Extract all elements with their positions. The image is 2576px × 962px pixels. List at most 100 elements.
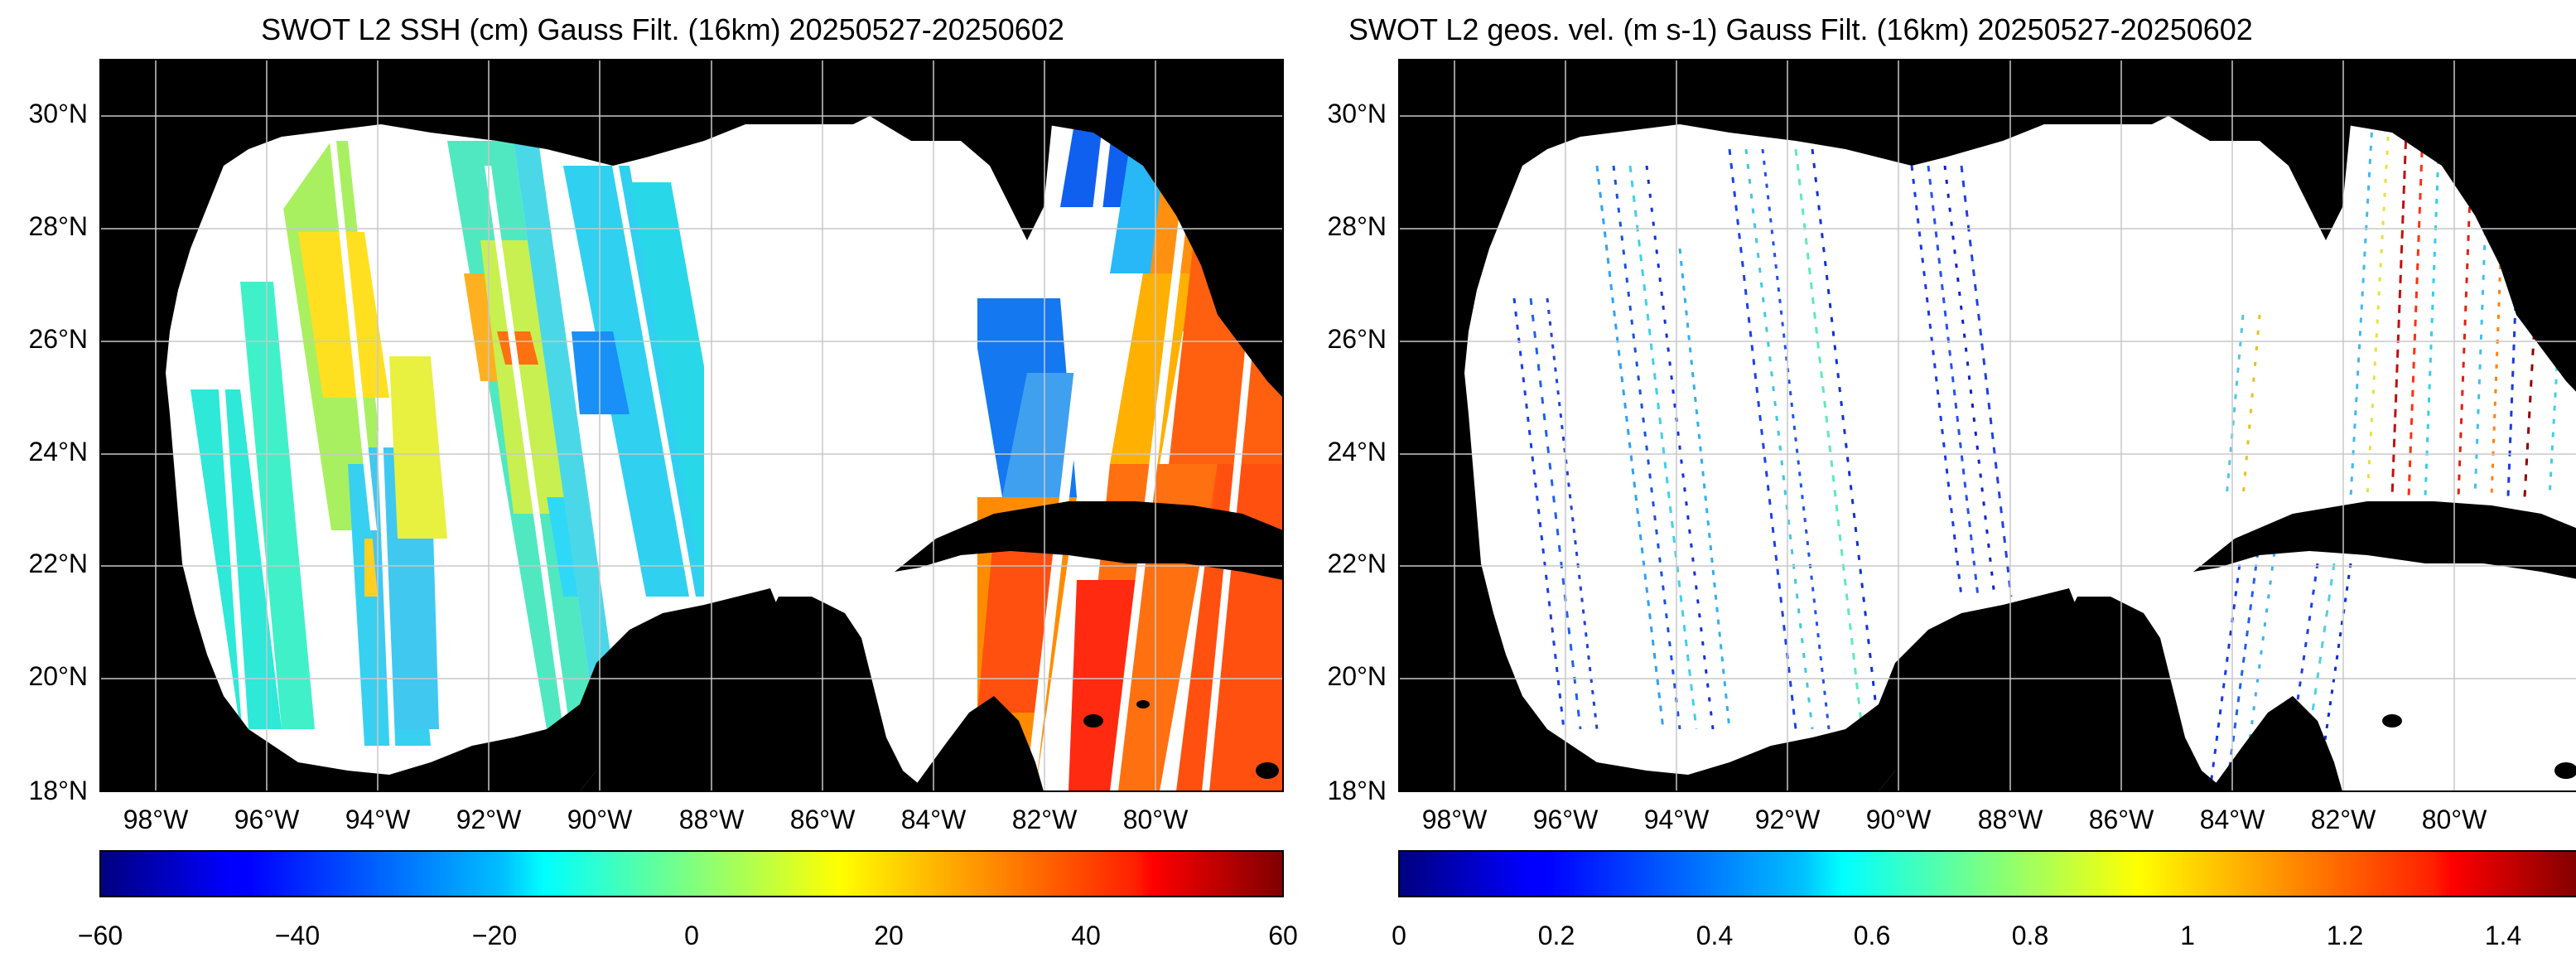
velocity-lon-tick: 92°W xyxy=(1755,805,1821,834)
velocity-land-florida xyxy=(2342,60,2576,392)
ssh-colorbar-tick: 40 xyxy=(1071,921,1101,950)
ssh-land-cuba xyxy=(895,501,1283,580)
velocity-lat-tick: 22°N xyxy=(1328,549,1387,578)
ssh-colorbar-tick: 0 xyxy=(684,921,699,950)
velocity-arrow-band xyxy=(2390,65,2410,498)
ssh-lon-tick: 82°W xyxy=(1012,805,1078,834)
velocity-map-frame xyxy=(1398,59,2576,792)
velocity-panel: SWOT L2 geos. vel. (m s-1) Gauss Filt. (… xyxy=(1299,0,2576,962)
ssh-ocean-gap xyxy=(174,141,331,389)
ssh-swath-gap xyxy=(330,141,377,530)
velocity-arrow-band xyxy=(1628,165,1698,730)
velocity-arrow-band xyxy=(1645,165,1715,730)
ssh-land-northwest xyxy=(100,60,1283,791)
ssh-lon-tick: 94°W xyxy=(345,805,411,834)
ssh-lon-ticks: 98°W 96°W 94°W 92°W 90°W 88°W 86°W 84°W … xyxy=(123,805,1189,834)
velocity-land-yucatan xyxy=(1879,597,2226,791)
ssh-lat-tick: 28°N xyxy=(29,211,89,241)
ssh-lon-tick: 86°W xyxy=(790,805,856,834)
velocity-colorbar-tick: 0 xyxy=(1392,921,1406,950)
velocity-lat-tick: 24°N xyxy=(1328,437,1387,466)
ssh-lon-tick: 96°W xyxy=(234,805,300,834)
velocity-lat-tick: 20°N xyxy=(1328,661,1387,691)
velocity-lon-tick: 82°W xyxy=(2311,805,2376,834)
velocity-lon-tick: 86°W xyxy=(2089,805,2154,834)
velocity-land-northwest xyxy=(1399,60,2576,791)
ssh-colorbar-tick: −20 xyxy=(472,921,517,950)
velocity-lon-tick: 80°W xyxy=(2422,805,2487,834)
ssh-map-title: SWOT L2 SSH (cm) Gauss Filt. (16km) 2025… xyxy=(261,12,1064,46)
ssh-lon-tick: 92°W xyxy=(456,805,522,834)
velocity-lat-tick: 30°N xyxy=(1328,99,1387,128)
velocity-land xyxy=(1399,60,2576,791)
velocity-colorbar xyxy=(1398,850,2576,897)
velocity-lat-tick: 18°N xyxy=(1328,776,1387,805)
ssh-lat-tick: 22°N xyxy=(29,549,89,578)
velocity-arrow-band xyxy=(2548,206,2568,498)
ssh-swath xyxy=(298,232,389,398)
velocity-arrow-band xyxy=(2208,538,2245,791)
ssh-swath-gap xyxy=(1025,60,1120,791)
ssh-land-island xyxy=(1136,700,1150,708)
ssh-swath xyxy=(514,141,621,729)
ssh-swath xyxy=(572,331,630,414)
ssh-colorbar-ticks: −60 −40 −20 0 20 40 60 xyxy=(78,921,1298,950)
velocity-arrow-band xyxy=(2316,563,2352,791)
ssh-map-frame xyxy=(99,59,1284,792)
ssh-lat-tick: 20°N xyxy=(29,661,89,691)
ssh-colorbar-tick: 20 xyxy=(874,921,904,950)
velocity-land-cuba xyxy=(2193,501,2576,579)
ssh-land-florida xyxy=(1044,60,1283,398)
ssh-lat-tick: 24°N xyxy=(29,437,89,466)
velocity-colorbar-tick: 0.4 xyxy=(1696,921,1733,950)
ssh-swath xyxy=(497,331,538,365)
ssh-colorbar-tick: −60 xyxy=(78,921,123,950)
ssh-map: 30°N 28°N 26°N 24°N 22°N 20°N 18°N 98°W … xyxy=(29,59,1298,950)
ssh-lat-tick: 30°N xyxy=(29,99,89,128)
velocity-colorbar-tick: 1.4 xyxy=(2485,921,2521,950)
velocity-arrow-band xyxy=(1512,297,1565,730)
velocity-colorbar-tick: 1.2 xyxy=(2327,921,2363,950)
ssh-swath-gap xyxy=(485,166,570,729)
ssh-swath-gap xyxy=(377,431,396,762)
velocity-arrow-band xyxy=(2473,65,2493,498)
ssh-lon-tick: 90°W xyxy=(567,805,633,834)
ssh-lat-ticks: 30°N 28°N 26°N 24°N 22°N 20°N 18°N xyxy=(29,99,89,805)
ssh-swath-gap xyxy=(612,166,696,597)
ssh-panel: SWOT L2 SSH (cm) Gauss Filt. (16km) 2025… xyxy=(0,0,1298,962)
ssh-lat-tick: 26°N xyxy=(29,324,89,354)
ssh-colorbar-tick: −40 xyxy=(275,921,320,950)
velocity-colorbar-ticks: 0 0.2 0.4 0.6 0.8 1 1.2 1.4 xyxy=(1392,921,2521,950)
velocity-arrow-band xyxy=(1943,165,1996,597)
ssh-swath xyxy=(1069,580,1143,791)
velocity-lon-tick: 98°W xyxy=(1422,805,1488,834)
velocity-arrow-band xyxy=(2424,65,2443,498)
velocity-arrow-band xyxy=(1910,165,1963,597)
ssh-colorbar-tick: 60 xyxy=(1268,921,1298,950)
velocity-map-title: SWOT L2 geos. vel. (m s-1) Gauss Filt. (… xyxy=(1348,12,2253,46)
ssh-swath xyxy=(389,356,447,539)
velocity-colorbar-tick: 0.8 xyxy=(2012,921,2048,950)
ssh-land-island xyxy=(1083,714,1103,728)
velocity-arrow-band xyxy=(1678,248,1731,730)
velocity-land-centralam xyxy=(2210,696,2342,791)
velocity-lat-ticks: 30°N 28°N 26°N 24°N 22°N 20°N 18°N xyxy=(1328,99,1387,805)
velocity-land-island xyxy=(2382,714,2402,728)
velocity-lon-ticks: 98°W 96°W 94°W 92°W 90°W 88°W 86°W 84°W … xyxy=(1422,805,2487,834)
velocity-lon-tick: 88°W xyxy=(1978,805,2043,834)
ssh-lon-tick: 80°W xyxy=(1123,805,1189,834)
velocity-colorbar-tick: 1 xyxy=(2180,921,2195,950)
velocity-lat-tick: 28°N xyxy=(1328,211,1387,241)
velocity-map: 30°N 28°N 26°N 24°N 22°N 20°N 18°N 98°W … xyxy=(1328,59,2576,950)
ssh-swath-gap xyxy=(211,282,248,729)
velocity-grid xyxy=(1399,60,2576,791)
ssh-swath xyxy=(1002,373,1077,497)
ssh-land-island xyxy=(1256,762,1279,779)
ssh-colorbar xyxy=(99,850,1284,897)
velocity-land-island xyxy=(2554,762,2576,779)
velocity-colorbar-tick: 0.6 xyxy=(1854,921,1890,950)
ssh-lon-tick: 98°W xyxy=(123,805,189,834)
ssh-swath xyxy=(240,282,315,729)
velocity-lon-tick: 84°W xyxy=(2200,805,2265,834)
velocity-arrow-band xyxy=(1529,297,1582,730)
